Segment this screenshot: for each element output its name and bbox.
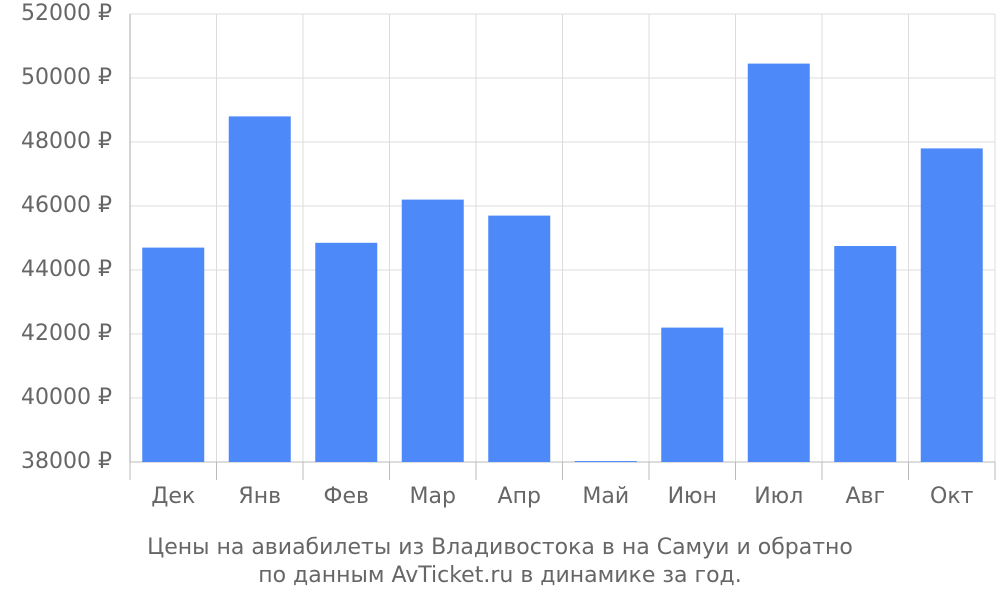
bar: [315, 242, 378, 462]
x-tick-label: Июн: [668, 484, 717, 509]
bar: [661, 327, 724, 462]
x-tick-label: Апр: [498, 484, 541, 509]
y-tick-label: 40000 ₽: [21, 385, 112, 410]
bar: [920, 148, 983, 462]
bar: [401, 199, 464, 462]
bar: [834, 246, 897, 462]
x-tick-label: Янв: [238, 484, 281, 509]
bar: [747, 63, 810, 462]
bar: [488, 215, 551, 462]
y-tick-label: 46000 ₽: [21, 193, 112, 218]
x-tick-label: Фев: [324, 484, 369, 509]
x-tick-label: Окт: [930, 484, 974, 509]
y-tick-label: 52000 ₽: [21, 1, 112, 26]
bar: [142, 247, 205, 462]
x-tick-label: Авг: [845, 484, 885, 509]
y-tick-label: 48000 ₽: [21, 129, 112, 154]
x-tick-label: Июл: [754, 484, 803, 509]
bar: [228, 116, 291, 463]
y-tick-label: 50000 ₽: [21, 65, 112, 90]
x-tick-label: Май: [582, 484, 629, 509]
bar: [574, 461, 637, 463]
x-tick-label: Дек: [151, 484, 195, 509]
y-tick-label: 42000 ₽: [21, 321, 112, 346]
y-tick-label: 38000 ₽: [21, 449, 112, 474]
chart-subtitle: по данным AvTicket.ru в динамике за год.: [258, 563, 742, 588]
x-tick-label: Мар: [410, 484, 456, 509]
y-tick-label: 44000 ₽: [21, 257, 112, 282]
chart-title: Цены на авиабилеты из Владивостока в на …: [147, 535, 853, 560]
